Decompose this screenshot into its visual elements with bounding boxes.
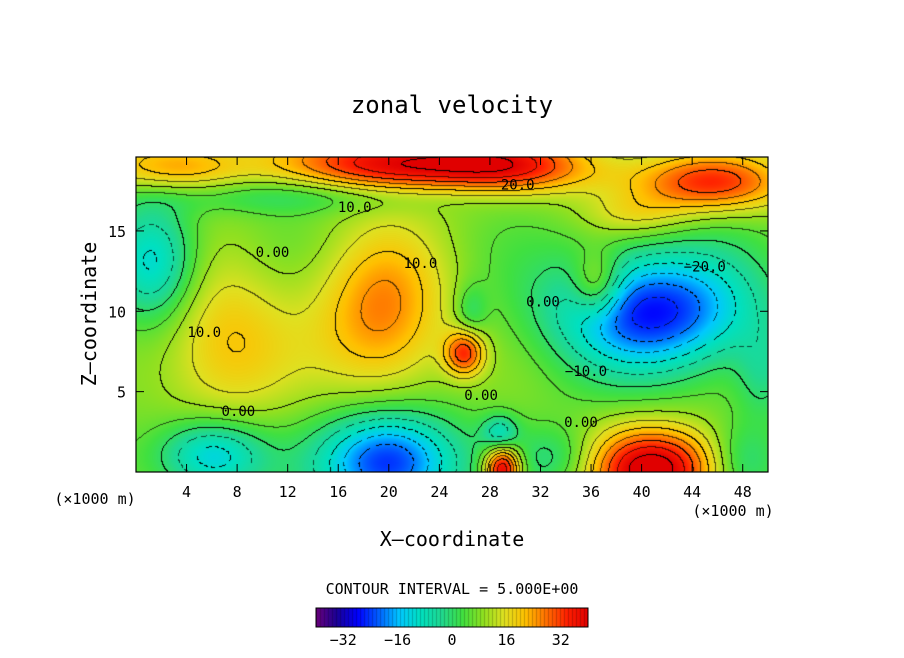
contour-labels: 20.0 10.0 0.00 10.0 −20.0 0.00 10.0 −10.0 0.00 0.… bbox=[187, 177, 725, 431]
x-axis-label: X–coordinate bbox=[380, 527, 525, 551]
contour-label: −20.0 bbox=[684, 259, 726, 275]
contour-label: −10.0 bbox=[565, 364, 607, 380]
colorbar-gradient bbox=[316, 608, 588, 627]
y-tick-label: 15 bbox=[108, 223, 126, 241]
colorbar-tick-label: 32 bbox=[552, 631, 570, 649]
contour-label: 0.00 bbox=[256, 245, 290, 261]
x-tick-label: 44 bbox=[683, 483, 701, 501]
x-tick-label: 12 bbox=[279, 483, 297, 501]
x-unit-label-right: (×1000 m) bbox=[692, 502, 773, 520]
x-tick-label: 24 bbox=[430, 483, 448, 501]
contour-label: 0.00 bbox=[222, 404, 256, 420]
colorbar-ticks: −32 −16 0 16 32 bbox=[330, 631, 570, 649]
colorbar-tick-label: −32 bbox=[330, 631, 357, 649]
heatmap-field bbox=[136, 157, 768, 472]
x-axis-ticks: 4 8 12 16 20 24 28 32 36 40 44 48 bbox=[182, 157, 752, 501]
colorbar-tick-label: −16 bbox=[384, 631, 411, 649]
colorbar-frame bbox=[315, 607, 589, 628]
contour-label: 20.0 bbox=[501, 177, 535, 193]
contour-label: 0.00 bbox=[464, 388, 498, 404]
x-tick-label: 32 bbox=[531, 483, 549, 501]
x-tick-label: 36 bbox=[582, 483, 600, 501]
x-tick-label: 48 bbox=[734, 483, 752, 501]
x-tick-label: 4 bbox=[182, 483, 191, 501]
colorbar: −32 −16 0 16 32 bbox=[315, 607, 589, 649]
plot-area: 20.0 10.0 0.00 10.0 −20.0 0.00 10.0 −10.0 0.00 0.… bbox=[108, 156, 769, 501]
x-tick-label: 28 bbox=[481, 483, 499, 501]
contour-label: 10.0 bbox=[338, 200, 372, 216]
x-tick-label: 20 bbox=[380, 483, 398, 501]
contour-label: 10.0 bbox=[404, 256, 438, 272]
x-unit-label-left: (×1000 m) bbox=[54, 490, 135, 508]
y-axis-ticks: 5 10 15 bbox=[108, 223, 768, 402]
contour-label: 10.0 bbox=[187, 325, 221, 341]
y-axis-label: Z–coordinate bbox=[77, 242, 101, 387]
chart-title: zonal velocity bbox=[351, 91, 553, 119]
y-tick-label: 10 bbox=[108, 303, 126, 321]
plot-frame bbox=[135, 156, 769, 473]
colorbar-tick-label: 0 bbox=[447, 631, 456, 649]
x-tick-label: 40 bbox=[633, 483, 651, 501]
contour-label: 0.00 bbox=[526, 295, 560, 311]
y-tick-label: 5 bbox=[117, 384, 126, 402]
colorbar-tick-label: 16 bbox=[497, 631, 515, 649]
contour-label: 0.00 bbox=[564, 415, 598, 431]
x-tick-label: 16 bbox=[329, 483, 347, 501]
contour-interval-text: CONTOUR INTERVAL = 5.000E+00 bbox=[326, 580, 579, 598]
x-tick-label: 8 bbox=[233, 483, 242, 501]
